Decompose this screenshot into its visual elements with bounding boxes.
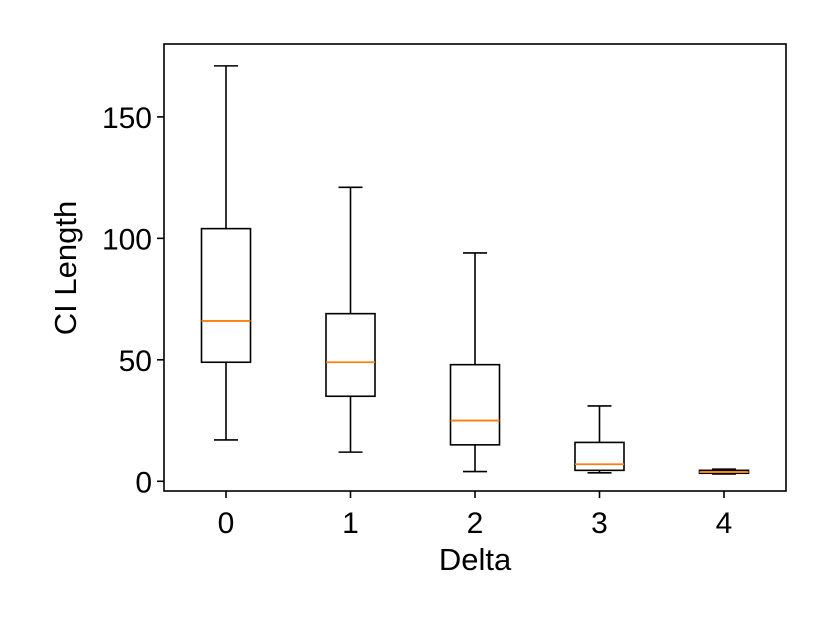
x-axis: 0 1 2 3 4 [218, 491, 733, 540]
iqr-box [200, 227, 252, 364]
box-1 [325, 186, 376, 453]
x-tick-label: 1 [342, 507, 359, 540]
x-tick-label: 0 [218, 507, 235, 540]
box-2 [449, 252, 501, 473]
y-axis: 0 50 100 150 [102, 102, 164, 499]
boxes-layer [200, 65, 750, 475]
iqr-box [449, 363, 501, 446]
iqr-box [574, 441, 625, 472]
x-tick-label: 3 [591, 507, 608, 540]
y-tick-label: 50 [119, 345, 152, 378]
iqr-box [325, 312, 376, 398]
x-tick-label: 2 [467, 507, 484, 540]
box-3 [574, 405, 625, 474]
y-tick-label: 150 [102, 102, 152, 135]
box-4 [698, 468, 750, 475]
x-tick-label: 4 [716, 507, 733, 540]
y-axis-label: CI Length [48, 201, 83, 335]
x-axis-label: Delta [439, 542, 512, 577]
y-tick-label: 0 [135, 466, 152, 499]
y-tick-label: 100 [102, 223, 152, 256]
box-0 [200, 65, 252, 441]
